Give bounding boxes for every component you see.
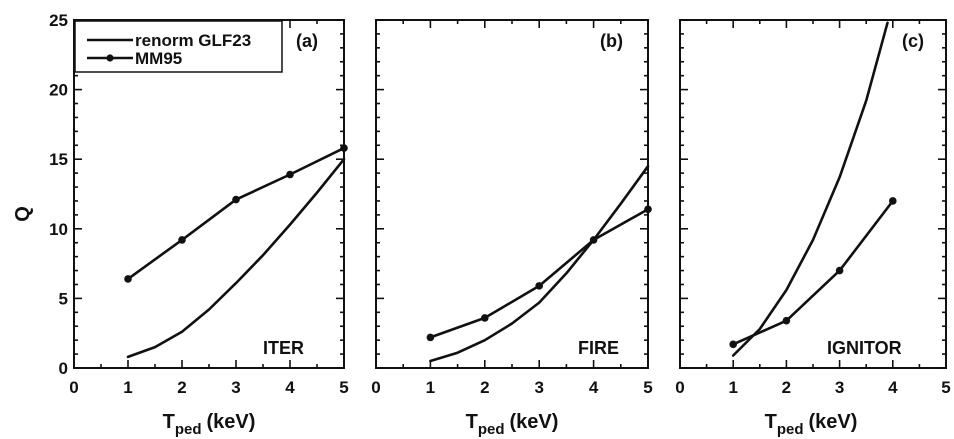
x-tick-label: 2 xyxy=(480,378,489,397)
tick-marks xyxy=(375,19,649,369)
data-point-mm95 xyxy=(426,333,435,342)
y-tick-label: 25 xyxy=(49,11,68,30)
tick-marks xyxy=(679,19,947,369)
legend-box xyxy=(74,20,283,73)
x-tick-label: 0 xyxy=(69,378,78,397)
x-tick-label: 0 xyxy=(675,378,684,397)
series-line-mm95 xyxy=(731,199,895,346)
x-tick-label: 2 xyxy=(177,378,186,397)
device-annotation: FIRE xyxy=(578,338,619,358)
y-tick-label: 0 xyxy=(59,359,68,378)
legend-marker xyxy=(106,54,114,62)
y-tick-labels: 0 5 10 15 20 25 xyxy=(49,11,68,378)
panel-label: (b) xyxy=(600,31,623,51)
series-layer xyxy=(426,164,652,363)
x-axis-title-unit: (keV) xyxy=(206,411,255,433)
panel-label: (c) xyxy=(902,31,924,51)
y-tick-label: 20 xyxy=(49,81,68,100)
device-annotation: ITER xyxy=(263,338,304,358)
data-point-mm95 xyxy=(644,205,652,214)
data-point-mm95 xyxy=(178,236,186,244)
x-axis-title: Tped (keV) xyxy=(163,411,256,438)
x-axis-title-symbol: T xyxy=(466,411,478,433)
y-tick-label: 15 xyxy=(49,150,68,169)
x-tick-label: 3 xyxy=(835,378,844,397)
series-layer xyxy=(729,21,897,357)
data-point-mm95 xyxy=(589,236,598,244)
data-point-mm95 xyxy=(535,282,543,290)
x-tick-label: 3 xyxy=(231,378,240,397)
panel-b: 0 1 2 3 4 5 (b) FIRE Tped (keV) xyxy=(371,19,653,438)
x-tick-label: 1 xyxy=(123,378,132,397)
data-point-mm95 xyxy=(782,316,791,325)
x-axis-title-symbol: T xyxy=(765,411,777,433)
x-tick-labels: 0 1 2 3 4 5 xyxy=(675,378,950,397)
series-line-mm95 xyxy=(429,208,650,339)
data-point-mm95 xyxy=(729,340,737,349)
x-tick-label: 2 xyxy=(782,378,791,397)
x-tick-label: 5 xyxy=(339,378,348,397)
x-axis-title: Tped (keV) xyxy=(466,411,559,438)
x-tick-label: 0 xyxy=(371,378,380,397)
plot-frame xyxy=(375,19,649,369)
x-axis-title-subscript: ped xyxy=(777,421,804,438)
data-point-mm95 xyxy=(481,314,489,322)
x-axis-title: Tped (keV) xyxy=(765,411,858,438)
y-axis-title: Q xyxy=(12,206,34,222)
panel-a: 0 1 2 3 4 5 0 5 10 15 20 25 (a) ITER renorm GLF23 … xyxy=(49,11,349,438)
series-line-renorm-glf23 xyxy=(429,164,650,363)
data-point-mm95 xyxy=(124,275,132,283)
plot-frame xyxy=(679,19,947,369)
x-tick-label: 5 xyxy=(941,378,950,397)
device-annotation: IGNITOR xyxy=(827,338,902,358)
x-tick-label: 1 xyxy=(426,378,435,397)
legend: renorm GLF23 MM95 xyxy=(74,20,283,73)
x-tick-labels: 0 1 2 3 4 5 xyxy=(371,378,652,397)
x-tick-label: 3 xyxy=(534,378,543,397)
data-point-mm95 xyxy=(889,197,897,205)
x-axis-title-subscript: ped xyxy=(478,421,505,438)
series-line-mm95 xyxy=(126,146,346,281)
data-point-mm95 xyxy=(286,170,294,179)
data-point-mm95 xyxy=(340,144,348,152)
panel-c: 0 1 2 3 4 5 (c) IGNITOR Tped (keV) xyxy=(675,19,951,438)
x-tick-label: 4 xyxy=(589,378,599,397)
series-line-renorm-glf23 xyxy=(731,21,889,357)
x-tick-labels: 0 1 2 3 4 5 xyxy=(69,378,348,397)
series-layer xyxy=(124,144,348,359)
x-axis-title-unit: (keV) xyxy=(808,411,857,433)
x-axis-title-unit: (keV) xyxy=(509,411,558,433)
legend-entry-mm95: MM95 xyxy=(135,49,182,68)
x-axis-title-subscript: ped xyxy=(175,421,202,438)
y-tick-label: 5 xyxy=(59,289,68,308)
x-tick-label: 4 xyxy=(888,378,898,397)
legend-entry-renorm-glf23: renorm GLF23 xyxy=(135,31,251,50)
x-tick-label: 4 xyxy=(285,378,295,397)
y-tick-label: 10 xyxy=(49,220,68,239)
x-tick-label: 5 xyxy=(643,378,652,397)
x-axis-title-symbol: T xyxy=(163,411,175,433)
x-tick-label: 1 xyxy=(728,378,737,397)
data-point-mm95 xyxy=(232,195,240,204)
series-line-renorm-glf23 xyxy=(126,157,346,359)
data-point-mm95 xyxy=(835,266,844,275)
panel-label: (a) xyxy=(296,31,318,51)
